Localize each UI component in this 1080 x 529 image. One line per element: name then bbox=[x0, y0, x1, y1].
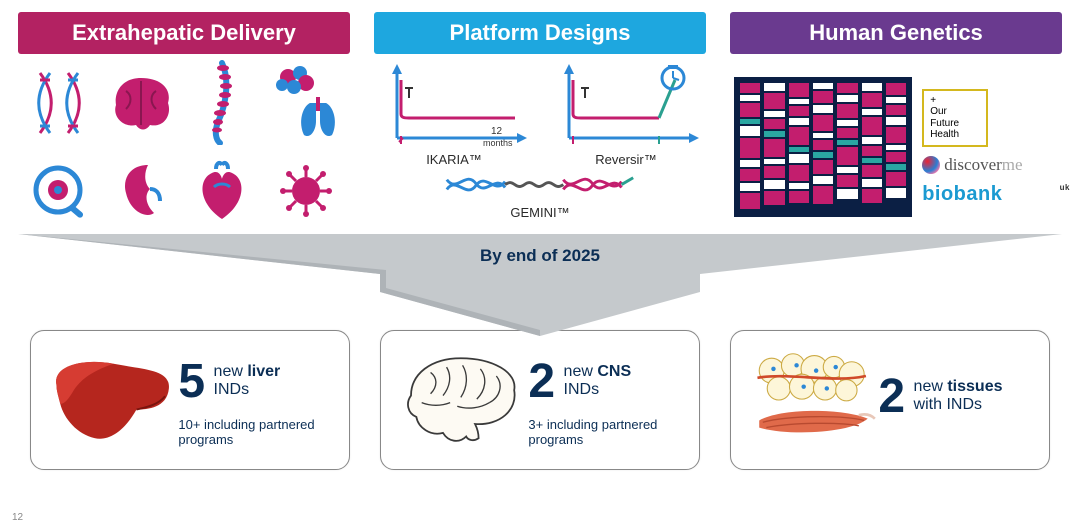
reversir-label: Reversir™ bbox=[595, 152, 656, 167]
ofh-l2: Future bbox=[930, 118, 980, 130]
svg-text:12: 12 bbox=[491, 126, 503, 137]
heart-icon bbox=[185, 149, 260, 234]
partner-logos: + Our Future Health discoverme biobankuk bbox=[922, 89, 1058, 206]
card-liver: 5 new liverINDs 10+ including partnered … bbox=[30, 330, 350, 470]
tissues-icon bbox=[745, 345, 878, 455]
our-future-health-logo: + Our Future Health bbox=[922, 89, 988, 147]
pillar-extrahepatic: Extrahepatic Delivery bbox=[18, 12, 350, 240]
brain-outline-icon bbox=[395, 345, 528, 455]
ofh-l3: Health bbox=[930, 129, 980, 141]
bottom-cards-row: 5 new liverINDs 10+ including partnered … bbox=[0, 330, 1080, 480]
discoverme-text1: discover bbox=[944, 155, 1002, 174]
pillar-genetics: Human Genetics + Our Futur bbox=[730, 12, 1062, 240]
kidney-icon bbox=[103, 149, 178, 234]
funnel-zone: By end of 2025 bbox=[0, 240, 1080, 330]
organ-grid bbox=[22, 60, 346, 234]
card-tissues: 2 new tissueswith INDs bbox=[730, 330, 1050, 470]
card-cns-sub: 3+ including partnered programs bbox=[528, 417, 685, 447]
brain-icon bbox=[103, 60, 178, 145]
top-pillars-row: Extrahepatic Delivery bbox=[0, 0, 1080, 240]
reversir-chart: Reversir™ bbox=[550, 60, 702, 170]
spine-icon bbox=[185, 60, 260, 145]
ikaria-label: IKARIA™ bbox=[426, 152, 482, 167]
ofh-plus: + bbox=[930, 95, 980, 107]
biobank-logo: biobankuk bbox=[922, 183, 1058, 206]
discoverme-logo: discoverme bbox=[922, 155, 1058, 175]
liver-icon bbox=[45, 350, 178, 450]
svg-text:months: months bbox=[483, 138, 513, 148]
cell-cluster-lungs bbox=[266, 60, 346, 145]
pillar1-body bbox=[18, 54, 350, 240]
pillar2-body: 12 months IKARIA™ bbox=[374, 54, 706, 240]
funnel-label: By end of 2025 bbox=[0, 246, 1080, 266]
eye-icon bbox=[22, 149, 97, 234]
ofh-l1: Our bbox=[930, 106, 980, 118]
card-tissues-text: 2 new tissueswith INDs bbox=[878, 369, 1035, 432]
gemini-label: GEMINI™ bbox=[510, 205, 569, 220]
card-liver-text: 5 new liverINDs 10+ including partnered … bbox=[178, 354, 335, 447]
page-number: 12 bbox=[12, 512, 23, 523]
gemini-row: GEMINI™ bbox=[378, 170, 702, 220]
dna-helix-icon bbox=[22, 60, 97, 145]
pillar1-header: Extrahepatic Delivery bbox=[18, 12, 350, 54]
discoverme-text2: me bbox=[1002, 155, 1023, 174]
pillar3-header: Human Genetics bbox=[730, 12, 1062, 54]
gemini-icon bbox=[440, 170, 640, 203]
discoverme-dot-icon bbox=[922, 156, 940, 174]
ikaria-chart: 12 months IKARIA™ bbox=[378, 60, 530, 170]
pillar3-body: + Our Future Health discoverme biobankuk bbox=[730, 54, 1062, 240]
card-cns-number: 2 bbox=[528, 354, 555, 409]
card-tissues-number: 2 bbox=[878, 369, 905, 424]
card-cns: 2 new CNSINDs 3+ including partnered pro… bbox=[380, 330, 700, 470]
pillar-platform: Platform Designs 12 months bbox=[374, 12, 706, 240]
virus-icon bbox=[266, 149, 346, 234]
card-liver-sub: 10+ including partnered programs bbox=[178, 417, 335, 447]
biobank-text: biobank bbox=[922, 183, 1002, 205]
card-liver-number: 5 bbox=[178, 354, 205, 409]
card-cns-text: 2 new CNSINDs 3+ including partnered pro… bbox=[528, 354, 685, 447]
biobank-sup: uk bbox=[1060, 183, 1070, 192]
sequencing-matrix bbox=[734, 77, 912, 217]
pillar2-header: Platform Designs bbox=[374, 12, 706, 54]
